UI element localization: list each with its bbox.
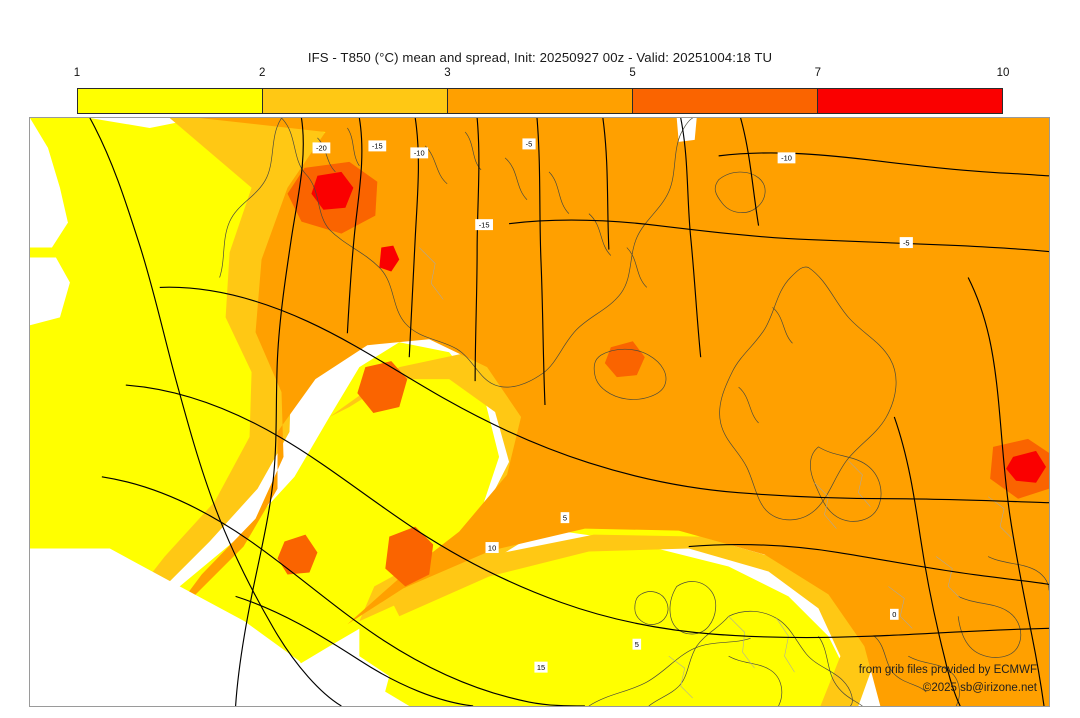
colorbar-segment-5-7 xyxy=(632,89,817,113)
colorbar-tick: 2 xyxy=(258,67,266,79)
contour-lines xyxy=(89,118,1049,706)
contour-label: -10 xyxy=(781,154,792,163)
coastlines xyxy=(219,118,1049,706)
colorbar-tick-labels: 1 2 3 5 7 10 xyxy=(73,67,1010,85)
colorbar-tick: 10 xyxy=(996,67,1010,79)
contour-label-box xyxy=(485,542,499,554)
contour-label: 15 xyxy=(537,663,545,672)
contour-label: -20 xyxy=(316,144,327,153)
colorbar-strip xyxy=(77,88,1003,114)
contour-label-box xyxy=(522,138,536,150)
contour-label: 5 xyxy=(635,640,639,649)
contour-label: 10 xyxy=(488,543,496,552)
contour-label-box xyxy=(368,140,387,152)
contour-label-box xyxy=(410,147,429,159)
contour-label-box xyxy=(560,512,570,524)
no-data-region xyxy=(30,118,697,706)
colorbar-tick: 7 xyxy=(814,67,821,79)
colorbar-tick: 5 xyxy=(629,67,636,79)
contour-label-box xyxy=(312,142,331,154)
contour-label-box xyxy=(632,638,642,650)
contour-label-box xyxy=(890,608,899,620)
contour-label: -5 xyxy=(903,238,910,247)
contour-label-box xyxy=(534,661,548,673)
colorbar-segment-1-2 xyxy=(78,89,262,113)
contour-label-box xyxy=(777,152,796,164)
contour-label-box xyxy=(475,219,493,231)
colorbar-tick: 1 xyxy=(73,67,81,79)
colorbar-segment-7-10 xyxy=(817,89,1002,113)
colorbar-segment-3-5 xyxy=(447,89,632,113)
map-panel[interactable]: -20-15-10-5-15-10-5051051505 from grib f… xyxy=(29,117,1050,707)
contour-label: -15 xyxy=(479,220,490,229)
colorbar-tick: 3 xyxy=(444,67,451,79)
contour-labels: -20-15-10-5-15-10-5051051505 xyxy=(312,138,913,673)
contour-label-box xyxy=(899,237,913,249)
contour-label: -5 xyxy=(526,140,533,149)
page-title: IFS - T850 (°C) mean and spread, Init: 2… xyxy=(307,50,773,65)
colorbar: 1 2 3 5 7 10 xyxy=(74,67,1009,114)
colorbar-segment-2-3 xyxy=(262,89,447,113)
contour-label: -10 xyxy=(414,149,425,158)
country-borders xyxy=(419,247,1013,699)
contour-label: 0 xyxy=(892,610,896,619)
map-canvas[interactable]: -20-15-10-5-15-10-5051051505 xyxy=(30,118,1049,706)
contour-label: 5 xyxy=(563,513,567,522)
contour-label: -15 xyxy=(372,142,383,151)
spread-band-3-5 xyxy=(151,118,1049,706)
spread-band-7-10 xyxy=(311,171,1047,483)
